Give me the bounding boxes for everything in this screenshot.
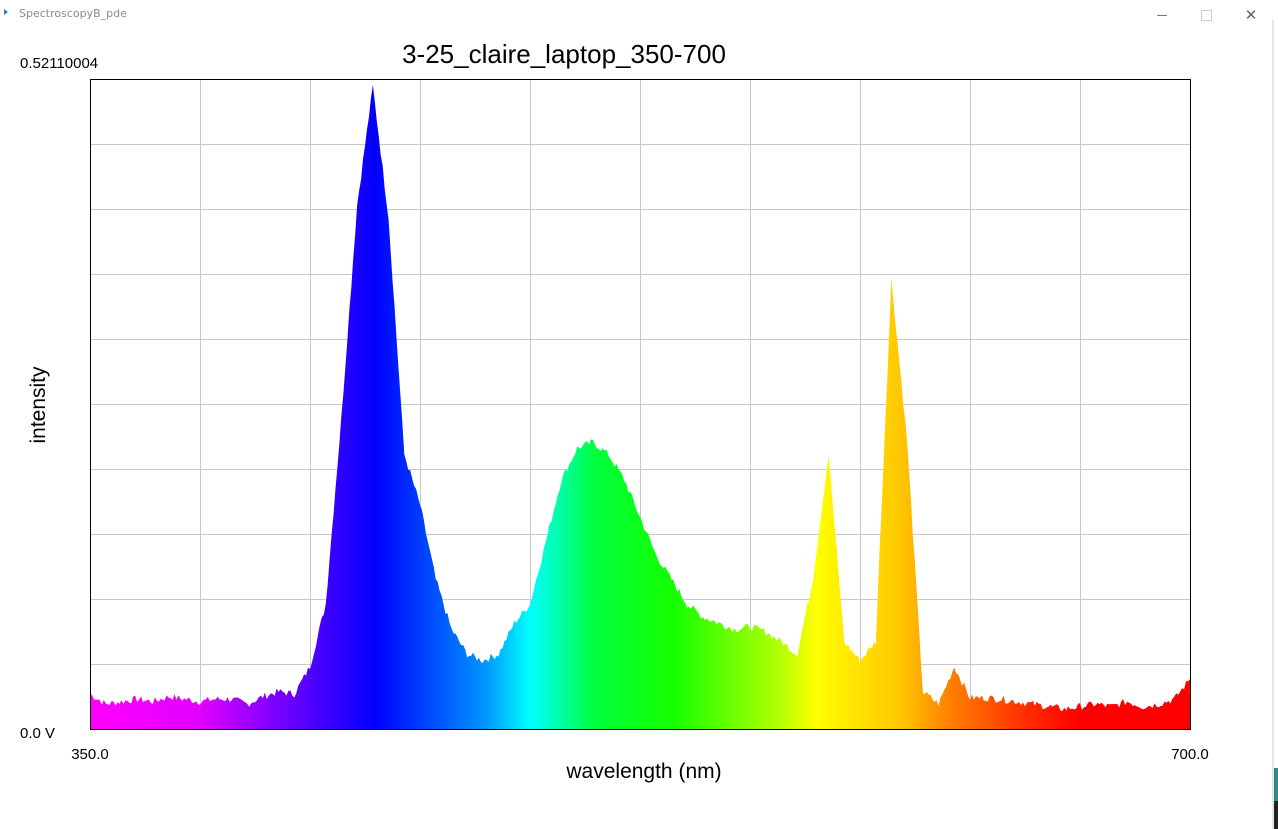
minimize-button[interactable] (1139, 0, 1185, 30)
maximize-icon (1200, 9, 1212, 21)
background-window-edge-dark (1274, 801, 1278, 829)
close-icon: ✕ (1244, 6, 1258, 24)
window-titlebar: SpectroscopyB_pde ✕ (0, 0, 1278, 30)
chart-grid (90, 79, 1190, 729)
plot-frame (90, 79, 1191, 730)
minimize-icon (1157, 14, 1167, 16)
maximize-button[interactable] (1183, 0, 1229, 30)
window-right-border (1272, 20, 1274, 829)
close-button[interactable]: ✕ (1228, 0, 1274, 30)
background-window-edge (1274, 768, 1278, 801)
y-tick-label-min: 0.0 V (20, 725, 55, 742)
spectrum-area (90, 85, 1190, 729)
x-axis-label: wavelength (nm) (565, 760, 721, 783)
window-title: SpectroscopyB_pde (19, 7, 127, 20)
chart-title: 3-25_claire_laptop_350-700 (402, 39, 726, 69)
x-tick-label-min: 350.0 (71, 746, 109, 763)
app-icon (4, 9, 8, 15)
y-axis-label: intensity (27, 366, 50, 444)
x-tick-label-max: 700.0 (1171, 746, 1209, 763)
y-tick-label-max: 0.52110004 (20, 55, 98, 72)
